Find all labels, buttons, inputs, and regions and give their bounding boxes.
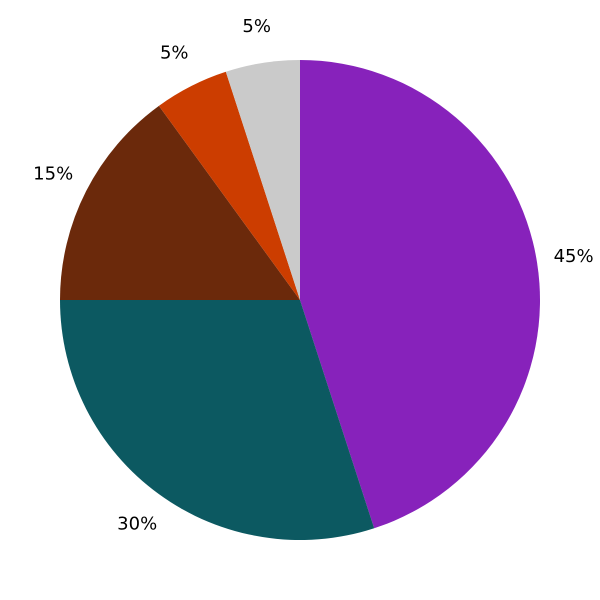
pie-slice [60,105,300,300]
pie-slice [60,300,375,540]
slice-label: 5% [160,43,189,64]
slice-label: 30% [117,514,157,535]
slice-label: 45% [554,246,594,267]
pie-slice [225,60,300,300]
slice-label: 15% [33,164,73,185]
pie-slice [300,60,540,529]
slice-label: 5% [242,16,271,37]
pie-slice [158,71,300,301]
